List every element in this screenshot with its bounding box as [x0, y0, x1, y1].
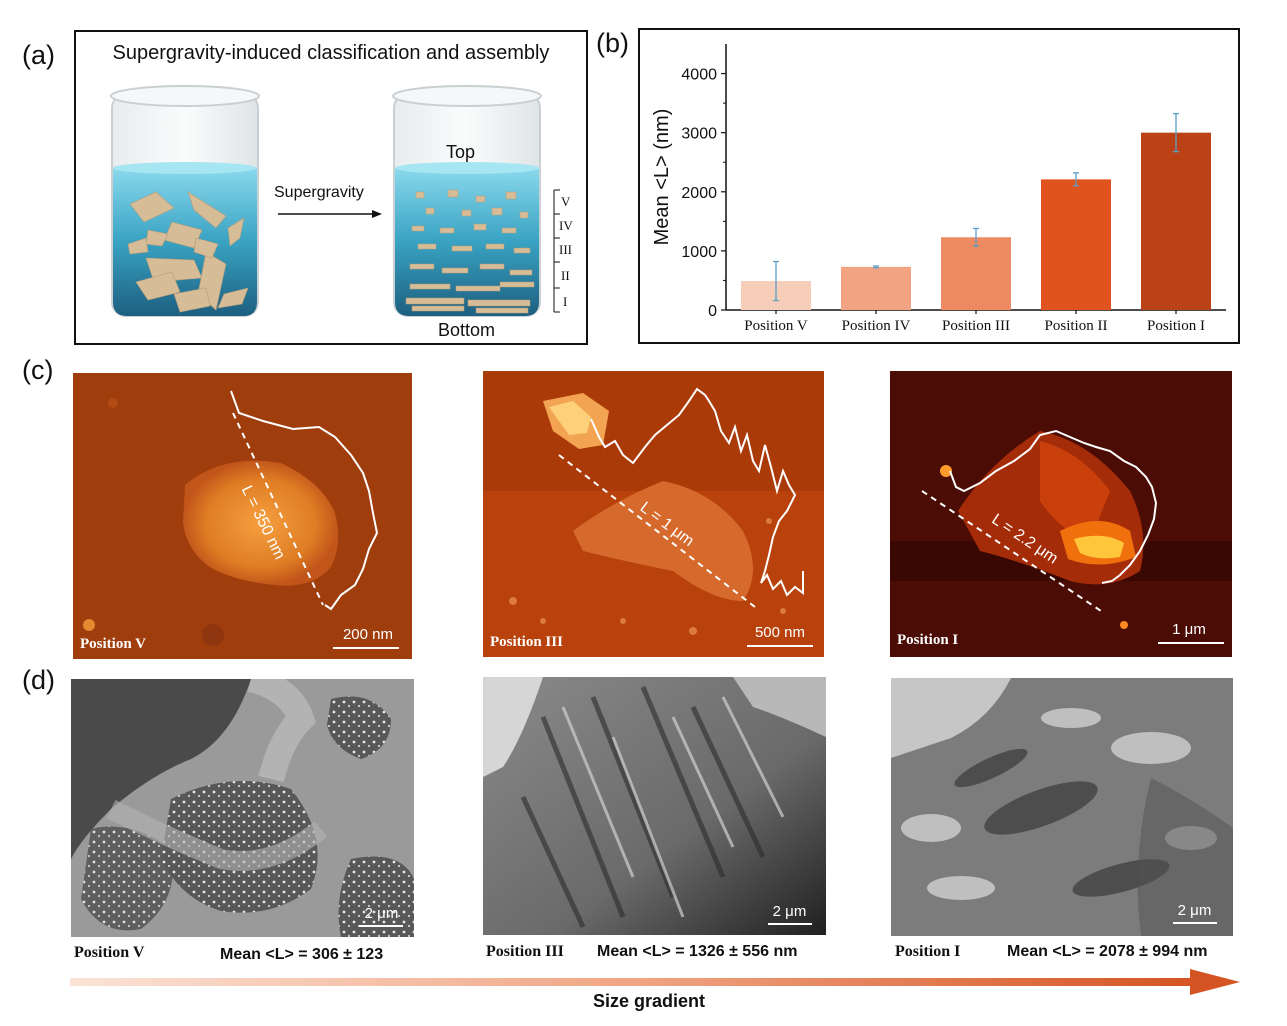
- beaker-left: [110, 85, 260, 317]
- bar-chart: 0 1000 2000 3000 4000 Mean <L> (nm) Position V…: [651, 44, 1226, 334]
- beaker-right: [392, 85, 542, 317]
- x-tick-label: Position IV: [842, 318, 911, 334]
- scale-label-d-iii: 2 μm: [772, 903, 807, 920]
- bar: [1041, 179, 1111, 310]
- position-label-c-iii: Position III: [490, 634, 563, 650]
- caption-mean-v: Mean <L> = 306 ± 123: [220, 946, 384, 963]
- panel-a-title: Supergravity-induced classification and …: [112, 42, 550, 64]
- panel-label-a: (a): [22, 40, 55, 70]
- layer-label-iv: IV: [559, 218, 573, 233]
- scale-bar-d-iii: [768, 923, 812, 925]
- layer-label-iii: III: [559, 242, 572, 257]
- panel-label-c: (c): [22, 355, 54, 385]
- layer-label-v: V: [561, 194, 571, 209]
- scale-label-c-i: 1 μm: [1172, 621, 1206, 638]
- afm-image-position-iii: L = 1 μm Position III 500 nm: [483, 371, 824, 657]
- panel-b-frame: 0 1000 2000 3000 4000 Mean <L> (nm) Position V…: [638, 28, 1240, 344]
- scale-bar-c-iii: [747, 645, 813, 647]
- layer-label-ii: II: [561, 268, 570, 283]
- beaker-illustration: [110, 85, 560, 317]
- bar: [941, 237, 1011, 310]
- afm-image-position-v: L = 350 nm Position V 200 nm: [73, 373, 412, 659]
- tem-image-position-v: 2 μm: [71, 679, 414, 937]
- panel-label-b: (b): [596, 28, 629, 58]
- supergravity-arrow: [278, 210, 382, 218]
- layer-bracket: [553, 189, 560, 313]
- size-gradient-label: Size gradient: [593, 991, 706, 1011]
- position-label-c-v: Position V: [80, 636, 146, 652]
- caption-position-iii: Position III: [486, 943, 564, 960]
- afm-image-position-i: L = 2.2 μm Position I 1 μm: [890, 371, 1232, 657]
- layer-label-i: I: [563, 294, 568, 309]
- y-axis-label: Mean <L> (nm): [651, 109, 673, 246]
- scale-bar-d-i: [1173, 922, 1217, 924]
- tem-image-position-i: 2 μm: [891, 678, 1233, 936]
- y-tick-label: 0: [708, 303, 717, 320]
- scale-bar-c-v: [333, 647, 399, 649]
- y-tick-label: 1000: [681, 244, 717, 261]
- y-tick-label: 2000: [681, 185, 717, 202]
- bar: [1141, 132, 1211, 310]
- size-gradient-arrow: [70, 969, 1240, 995]
- x-tick-label: Position II: [1045, 318, 1108, 334]
- caption-mean-iii: Mean <L> = 1326 ± 556 nm: [597, 943, 798, 960]
- position-label-c-i: Position I: [897, 632, 959, 648]
- scale-label-d-i: 2 μm: [1177, 902, 1212, 919]
- panel-label-d: (d): [22, 665, 55, 695]
- caption-mean-i: Mean <L> = 2078 ± 994 nm: [1007, 943, 1208, 960]
- y-tick-label: 4000: [681, 67, 717, 84]
- bottom-label: Bottom: [438, 320, 496, 340]
- caption-position-i: Position I: [895, 943, 961, 960]
- x-tick-label: Position III: [942, 318, 1010, 334]
- tem-image-position-iii: 2 μm: [483, 677, 826, 935]
- scale-label-c-iii: 500 nm: [754, 624, 806, 641]
- y-tick-label: 3000: [681, 126, 717, 143]
- x-tick-label: Position I: [1147, 318, 1205, 334]
- bar: [841, 266, 911, 310]
- panel-a-frame: Supergravity-induced classification and …: [74, 30, 588, 345]
- scale-label-d-v: 2 μm: [364, 905, 399, 922]
- scale-label-c-v: 200 nm: [342, 626, 394, 643]
- supergravity-label: Supergravity: [274, 184, 364, 201]
- scale-bar-c-i: [1158, 642, 1224, 644]
- scale-bar-d-v: [359, 925, 403, 927]
- caption-position-v: Position V: [74, 944, 145, 961]
- x-tick-label: Position V: [744, 318, 808, 334]
- top-label: Top: [446, 142, 476, 162]
